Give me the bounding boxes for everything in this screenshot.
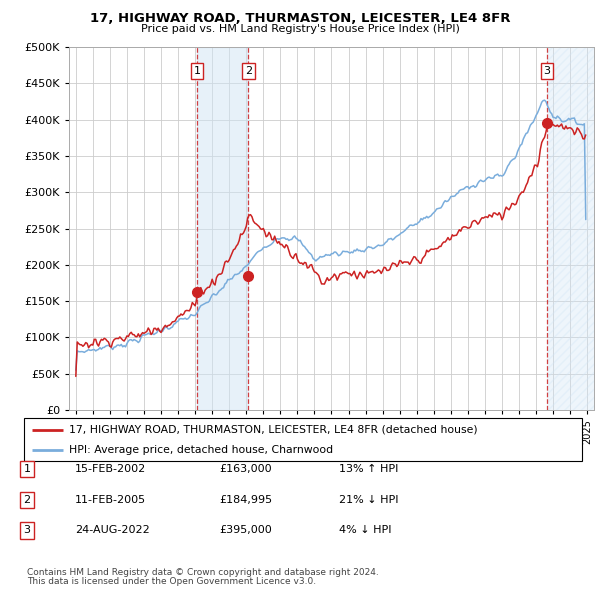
Text: 2: 2 [23, 495, 31, 504]
Bar [197, 47, 248, 410]
Text: 1: 1 [194, 66, 200, 76]
Text: £395,000: £395,000 [219, 526, 272, 535]
Text: 17, HIGHWAY ROAD, THURMASTON, LEICESTER, LE4 8FR: 17, HIGHWAY ROAD, THURMASTON, LEICESTER,… [90, 12, 510, 25]
Text: HPI: Average price, detached house, Charnwood: HPI: Average price, detached house, Char… [68, 445, 333, 455]
Text: £184,995: £184,995 [219, 495, 272, 504]
Text: 3: 3 [23, 526, 31, 535]
Text: 17, HIGHWAY ROAD, THURMASTON, LEICESTER, LE4 8FR (detached house): 17, HIGHWAY ROAD, THURMASTON, LEICESTER,… [68, 425, 477, 435]
Text: Contains HM Land Registry data © Crown copyright and database right 2024.: Contains HM Land Registry data © Crown c… [27, 568, 379, 577]
Text: £163,000: £163,000 [219, 464, 272, 474]
Text: 24-AUG-2022: 24-AUG-2022 [75, 526, 150, 535]
Text: 3: 3 [544, 66, 551, 76]
Text: 13% ↑ HPI: 13% ↑ HPI [339, 464, 398, 474]
Text: 4% ↓ HPI: 4% ↓ HPI [339, 526, 391, 535]
Text: Price paid vs. HM Land Registry's House Price Index (HPI): Price paid vs. HM Land Registry's House … [140, 24, 460, 34]
Text: 21% ↓ HPI: 21% ↓ HPI [339, 495, 398, 504]
Text: This data is licensed under the Open Government Licence v3.0.: This data is licensed under the Open Gov… [27, 578, 316, 586]
Bar [547, 47, 594, 410]
Text: 1: 1 [23, 464, 31, 474]
Text: 2: 2 [245, 66, 252, 76]
Text: 11-FEB-2005: 11-FEB-2005 [75, 495, 146, 504]
Text: 15-FEB-2002: 15-FEB-2002 [75, 464, 146, 474]
